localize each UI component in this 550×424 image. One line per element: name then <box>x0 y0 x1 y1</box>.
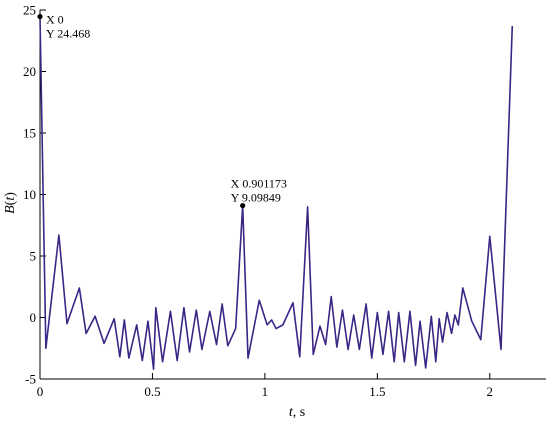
y-tick-label: 20 <box>23 64 36 79</box>
y-axis-ticks: -5 0 5 10 15 20 25 <box>23 3 46 387</box>
y-tick-label: 15 <box>23 126 36 141</box>
annotation-y-label: Y 9.09849 <box>231 191 281 205</box>
y-axis-label: B(t) <box>3 192 18 214</box>
y-tick-label: 10 <box>23 187 36 202</box>
annotation-x-label: X 0 <box>46 13 64 27</box>
x-tick-label: 2 <box>487 384 494 399</box>
axes <box>39 10 546 380</box>
x-axis-ticks: 0 0.5 1 1.5 2 <box>37 373 493 399</box>
y-tick-label: 25 <box>23 3 36 18</box>
y-tick-label: -5 <box>25 372 36 387</box>
x-tick-label: 1 <box>262 384 269 399</box>
annotation-y-label: Y 24.468 <box>46 27 90 41</box>
annotation-marker <box>240 202 246 209</box>
annotation-x-label: X 0.901173 <box>231 177 287 191</box>
series-line <box>39 16 514 370</box>
y-tick-label: 5 <box>30 249 37 264</box>
x-tick-label: 0.5 <box>144 384 160 399</box>
x-tick-label: 1.5 <box>369 384 385 399</box>
annotation-marker <box>37 13 43 20</box>
series-layer <box>39 16 514 370</box>
y-tick-label: 0 <box>30 310 37 325</box>
x-axis-label: t, s <box>289 405 305 420</box>
x-tick-label: 0 <box>37 384 44 399</box>
